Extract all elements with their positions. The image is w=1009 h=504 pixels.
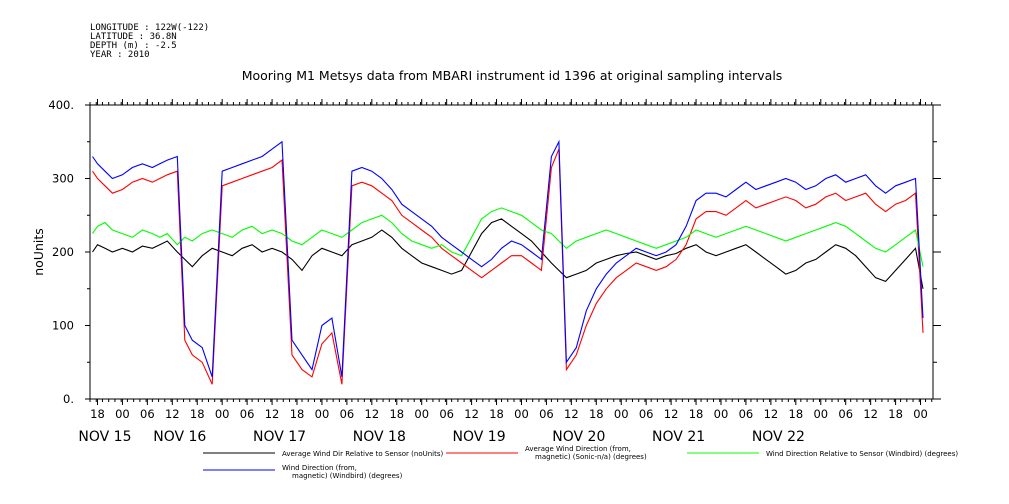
x-hour-label: 12 <box>564 407 579 421</box>
x-hour-label: 18 <box>589 407 604 421</box>
x-hour-label: 12 <box>764 407 779 421</box>
x-hour-label: 18 <box>190 407 205 421</box>
legend-label-1: Average Wind Dir Relative to Sensor (noU… <box>282 450 443 458</box>
legend-label-4: Wind Direction (from, <box>282 464 357 472</box>
x-hour-label: 12 <box>365 407 380 421</box>
legend-label-2: Average Wind Direction (from, <box>525 445 631 453</box>
x-hour-label: 18 <box>489 407 504 421</box>
x-hour-label: 18 <box>389 407 404 421</box>
x-hour-label: 12 <box>464 407 479 421</box>
x-hour-label: 00 <box>714 407 729 421</box>
x-hour-label: 06 <box>439 407 454 421</box>
x-hour-label: 06 <box>739 407 754 421</box>
x-hour-label: 06 <box>140 407 155 421</box>
series-lines <box>92 139 924 385</box>
series-line-4 <box>92 139 924 378</box>
y-axis-label: noUnits <box>31 228 46 276</box>
x-hour-label: 00 <box>813 407 828 421</box>
series-line-3 <box>92 207 924 267</box>
x-hour-label: 18 <box>290 407 305 421</box>
x-hour-label: 06 <box>340 407 355 421</box>
x-hour-label: 00 <box>913 407 928 421</box>
x-hour-label: 06 <box>240 407 255 421</box>
x-hour-label: 06 <box>539 407 554 421</box>
y-axis: 0. 100 200 300 400. <box>48 98 941 406</box>
x-date-label: NOV 21 <box>652 429 705 445</box>
x-hour-label: 06 <box>639 407 654 421</box>
y-tick-label: 300 <box>52 172 74 186</box>
legend-label-3: Wind Direction Relative to Sensor (Windb… <box>766 450 958 458</box>
x-date-label: NOV 20 <box>552 429 605 445</box>
x-axis: 18 00 06 12 18 00 06 12 18 00 06 12 18 00 06 12 18 00 06 12… <box>78 99 933 445</box>
plot-frame <box>89 104 934 400</box>
x-hour-label: 18 <box>90 407 105 421</box>
y-tick-label: 0. <box>63 392 74 406</box>
y-tick-label: 200 <box>52 245 74 259</box>
x-date-label: NOV 22 <box>752 429 805 445</box>
x-hour-label: 12 <box>664 407 679 421</box>
y-tick-label: 400. <box>48 98 74 112</box>
x-hour-label: 12 <box>863 407 878 421</box>
x-hour-label: 00 <box>514 407 529 421</box>
legend: Average Wind Dir Relative to Sensor (noU… <box>203 445 958 480</box>
x-hour-label: 00 <box>115 407 130 421</box>
mooring-metadata: LONGITUDE : 122W(-122)LATITUDE : 36.8NDE… <box>90 23 209 60</box>
x-date-label: NOV 17 <box>253 429 306 445</box>
series-line-1 <box>92 218 924 289</box>
x-hour-label: 18 <box>888 407 903 421</box>
meta-line: YEAR : 2010 <box>90 50 150 60</box>
x-hour-label: 00 <box>215 407 230 421</box>
x-date-label: NOV 18 <box>353 429 406 445</box>
x-date-label: NOV 15 <box>78 429 131 445</box>
chart-title: Mooring M1 Metsys data from MBARI instru… <box>242 68 783 83</box>
x-date-label: NOV 19 <box>453 429 506 445</box>
x-hour-label: 18 <box>689 407 704 421</box>
x-hour-label: 12 <box>165 407 180 421</box>
meta-line: LATITUDE : 36.8N <box>90 32 177 42</box>
x-date-label: NOV 16 <box>153 429 206 445</box>
x-hour-label: 12 <box>265 407 280 421</box>
y-tick-label: 100 <box>52 319 74 333</box>
x-hour-label: 00 <box>315 407 330 421</box>
x-hour-label: 00 <box>414 407 429 421</box>
legend-label-2: magnetic) (Sonic-n/a) (degrees) <box>535 453 647 461</box>
legend-label-4: magnetic) (Windbird) (degrees) <box>292 472 403 480</box>
meta-line: LONGITUDE : 122W(-122) <box>90 23 209 33</box>
meta-line: DEPTH (m) : -2.5 <box>90 41 177 51</box>
x-hour-label: 00 <box>614 407 629 421</box>
x-hour-label: 06 <box>838 407 853 421</box>
x-hour-label: 18 <box>789 407 804 421</box>
